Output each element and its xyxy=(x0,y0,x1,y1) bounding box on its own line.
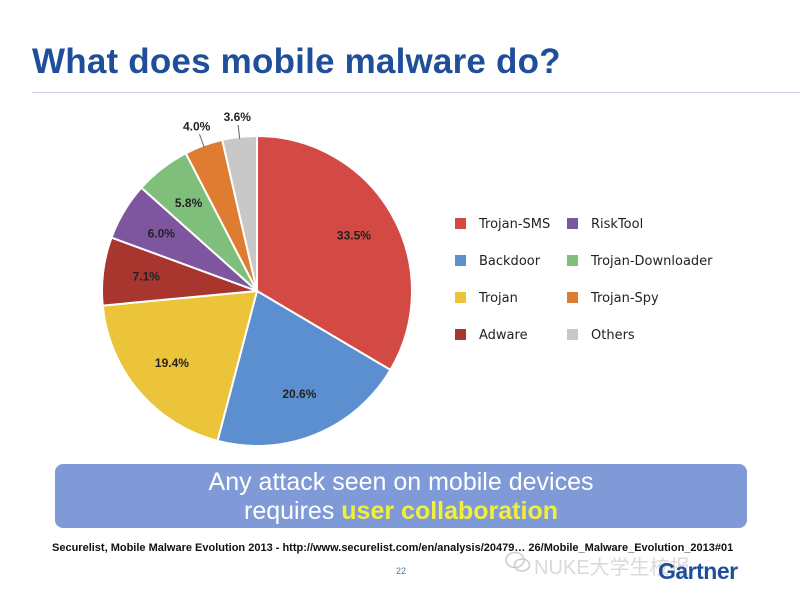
legend-swatch-trojan-spy xyxy=(567,292,578,303)
chat-bubble-icon xyxy=(505,551,531,572)
callout-plain-text: requires xyxy=(244,497,335,525)
slice-label-trojan-sms: 33.5% xyxy=(337,229,371,243)
slice-trojan-sms xyxy=(256,134,413,372)
callout-highlight-text: user collaboration xyxy=(341,497,558,525)
legend-label-others: Others xyxy=(591,328,635,343)
title-divider xyxy=(32,92,800,93)
callout-line-1: Any attack seen on mobile devices xyxy=(208,468,594,496)
leader-line-trojan-spy xyxy=(198,134,205,148)
pie-slices xyxy=(101,134,413,448)
legend-swatch-adware xyxy=(455,329,466,340)
leader-line-others xyxy=(237,125,241,140)
legend-label-trojan-downloader: Trojan-Downloader xyxy=(590,254,713,269)
slice-label-trojan-downloader: 5.8% xyxy=(175,196,203,210)
slice-label-backdoor: 20.6% xyxy=(282,387,316,401)
legend-label-trojan: Trojan xyxy=(478,291,518,306)
legend-label-backdoor: Backdoor xyxy=(479,254,541,269)
slice-label-risktool: 6.0% xyxy=(148,227,176,241)
company-logo: Gartner xyxy=(658,558,738,584)
legend-swatch-trojan-downloader xyxy=(567,255,578,266)
source-citation: Securelist, Mobile Malware Evolution 201… xyxy=(52,542,734,554)
pie-chart: 33.5% 20.6% 19.4% 7.1% 6.0% 5.8% 4.0% 3.6% Troj… xyxy=(101,110,713,448)
legend-swatch-backdoor xyxy=(455,255,466,266)
slice-label-adware: 7.1% xyxy=(133,270,161,284)
slice-trojan xyxy=(101,289,259,443)
legend-swatch-others xyxy=(567,329,578,340)
page-number: 22 xyxy=(396,566,407,576)
callout-line-2: requires user collaboration xyxy=(55,497,747,526)
slice-label-others: 3.6% xyxy=(224,110,252,124)
leader-lines xyxy=(198,125,241,148)
legend-label-adware: Adware xyxy=(479,328,528,343)
slice-label-trojan: 19.4% xyxy=(155,356,189,370)
legend-swatch-trojan-sms xyxy=(455,218,466,229)
slice-labels: 33.5% 20.6% 19.4% 7.1% 6.0% 5.8% 4.0% 3.6% xyxy=(133,110,372,401)
watermark-text: NUKE大学生校报 xyxy=(534,557,690,579)
slice-backdoor xyxy=(216,289,392,448)
legend-swatch-trojan xyxy=(455,292,466,303)
slide-title: What does mobile malware do? xyxy=(32,42,561,81)
legend-swatch-risktool xyxy=(567,218,578,229)
legend-label-risktool: RiskTool xyxy=(591,217,643,232)
legend-label-trojan-spy: Trojan-Spy xyxy=(590,291,659,306)
key-message-callout: Any attack seen on mobile devices requir… xyxy=(55,464,747,528)
slice-label-trojan-spy: 4.0% xyxy=(183,120,211,134)
chart-legend: Trojan-SMS RiskTool Backdoor Trojan-Downloa… xyxy=(455,217,713,343)
legend-label-trojan-sms: Trojan-SMS xyxy=(478,217,550,232)
